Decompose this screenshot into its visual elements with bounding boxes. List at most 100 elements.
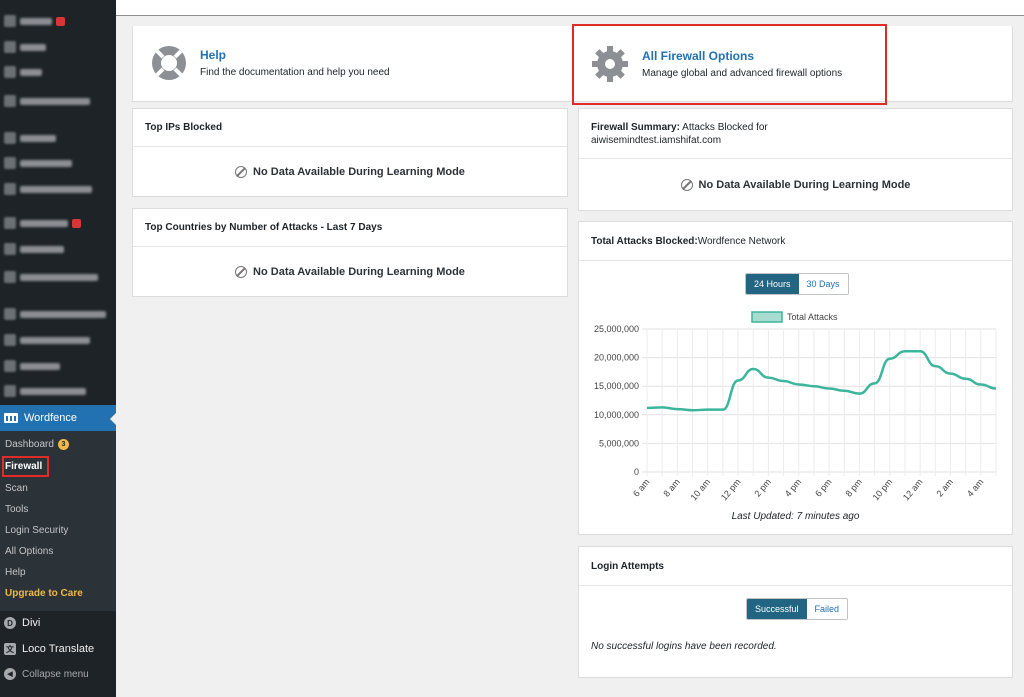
sidebar-item-label: Loco Translate xyxy=(22,643,95,655)
y-tick-label: 15,000,000 xyxy=(594,381,639,391)
title-rest: Attacks Blocked for xyxy=(679,122,768,133)
title-rest: Wordfence Network xyxy=(697,235,786,247)
submenu-all-options[interactable]: All Options xyxy=(5,546,53,557)
collapse-icon: ◀ xyxy=(4,668,16,680)
submenu-scan[interactable]: Scan xyxy=(5,483,28,494)
x-tick-label: 8 am xyxy=(661,477,682,499)
title-bold: Firewall Summary: xyxy=(591,122,680,133)
sidebar-item-wordfence[interactable]: Wordfence xyxy=(0,405,116,431)
all-firewall-options-link[interactable]: All Firewall Options Manage global and a… xyxy=(590,44,842,84)
submenu-label: Upgrade to Care xyxy=(5,588,83,599)
firewall-highlight-box xyxy=(2,456,49,477)
series-line-total-attacks xyxy=(646,350,997,412)
empty-message: No Data Available During Learning Mode xyxy=(253,166,465,178)
submenu-label: Login Security xyxy=(5,525,69,536)
help-link[interactable]: Help Find the documentation and help you… xyxy=(150,44,390,82)
submenu-help[interactable]: Help xyxy=(5,567,26,578)
x-tick-label: 10 pm xyxy=(871,477,895,503)
divi-icon: D xyxy=(4,617,16,629)
submenu-firewall[interactable]: Firewall xyxy=(5,461,42,472)
blurred-menu-item[interactable] xyxy=(4,131,56,145)
empty-state: No Data Available During Learning Mode xyxy=(133,147,567,197)
blurred-menu-item[interactable] xyxy=(4,242,64,256)
blurred-menu-item[interactable] xyxy=(4,182,92,196)
blurred-menu-item[interactable] xyxy=(4,14,65,28)
card-title: Top Countries by Number of Attacks - Las… xyxy=(133,209,567,247)
blurred-menu-item[interactable] xyxy=(4,307,106,321)
notification-badge: 3 xyxy=(57,439,69,450)
firewall-summary-card: Firewall Summary: Attacks Blocked for ai… xyxy=(578,108,1013,211)
sidebar-item-label: Wordfence xyxy=(24,412,77,424)
empty-message: No successful logins have been recorded. xyxy=(591,641,777,652)
help-description: Find the documentation and help you need xyxy=(200,67,390,78)
x-tick-label: 8 pm xyxy=(843,477,864,499)
wordfence-submenu: Dashboard 3 Firewall Scan Tools Login Se… xyxy=(0,431,116,611)
submenu-login-security[interactable]: Login Security xyxy=(5,525,68,536)
submenu-label: Scan xyxy=(5,483,28,494)
legend-label: Total Attacks xyxy=(787,312,838,322)
collapse-menu-button[interactable]: ◀ Collapse menu xyxy=(4,668,89,680)
empty-message: No Data Available During Learning Mode xyxy=(698,179,911,191)
total-attacks-card: Total Attacks Blocked: Wordfence Network… xyxy=(578,221,1013,535)
wordfence-icon xyxy=(4,413,18,423)
x-tick-label: 12 pm xyxy=(719,477,743,503)
x-tick-label: 10 am xyxy=(688,477,712,503)
submenu-label: Tools xyxy=(5,504,29,515)
blurred-menu-item[interactable] xyxy=(4,333,90,347)
y-tick-label: 20,000,000 xyxy=(594,353,639,363)
blurred-menu-item[interactable] xyxy=(4,270,98,284)
legend: Total Attacks xyxy=(751,311,838,323)
card-title: Total Attacks Blocked: Wordfence Network xyxy=(579,222,1012,261)
x-tick-label: 2 pm xyxy=(752,477,773,499)
empty-state: No Data Available During Learning Mode xyxy=(133,247,567,297)
prohibited-icon xyxy=(235,166,248,178)
card-title: Firewall Summary: Attacks Blocked for ai… xyxy=(579,109,1012,159)
attacks-line-chart: 25,000,000 20,000,000 15,000,000 10,000,000… xyxy=(594,311,997,503)
submenu-tools[interactable]: Tools xyxy=(5,504,28,515)
admin-sidebar: Wordfence Dashboard 3 Firewall Scan Tool… xyxy=(0,0,116,697)
sidebar-item-label: Divi xyxy=(22,617,41,629)
submenu-dashboard[interactable]: Dashboard 3 xyxy=(5,439,69,450)
tab-30-days[interactable]: 30 Days xyxy=(798,274,848,294)
card-title: Login Attempts xyxy=(579,547,1012,586)
tab-failed[interactable]: Failed xyxy=(806,599,848,619)
x-tick-label: 2 am xyxy=(934,477,955,499)
empty-state: No Data Available During Learning Mode xyxy=(579,159,1012,211)
translate-icon: 文 xyxy=(4,643,16,655)
blurred-menu-item[interactable] xyxy=(4,359,60,373)
login-status-toggle: Successful Failed xyxy=(746,598,849,620)
x-tick-label: 4 am xyxy=(965,477,986,499)
last-updated: Last Updated: 7 minutes ago xyxy=(731,511,860,522)
blurred-menu-item[interactable] xyxy=(4,216,81,230)
blurred-menu-item[interactable] xyxy=(4,65,42,79)
sidebar-item-label: Collapse menu xyxy=(22,668,89,680)
blurred-menu-item[interactable] xyxy=(4,94,90,108)
blurred-menu-item[interactable] xyxy=(4,384,86,398)
x-tick-label: 6 pm xyxy=(813,477,834,499)
time-range-toggle: 24 Hours 30 Days xyxy=(745,273,849,295)
title-bold: Total Attacks Blocked: xyxy=(591,235,698,247)
submenu-upgrade[interactable]: Upgrade to Care xyxy=(5,588,83,599)
submenu-label: Dashboard xyxy=(5,439,54,450)
x-tick-label: 12 am xyxy=(901,477,925,503)
lifebuoy-icon xyxy=(152,46,186,80)
blurred-menu-item[interactable] xyxy=(4,40,46,54)
options-highlight-box xyxy=(572,24,887,105)
blurred-menu-item[interactable] xyxy=(4,156,72,170)
y-tick-label: 10,000,000 xyxy=(594,410,639,420)
tab-successful[interactable]: Successful xyxy=(747,599,807,619)
legend-swatch xyxy=(751,311,783,323)
site-domain: aiwisemindtest.iamshifat.com xyxy=(591,135,722,146)
gear-icon xyxy=(592,46,628,82)
card-title: Top IPs Blocked xyxy=(133,109,567,147)
submenu-label: Firewall xyxy=(5,461,43,472)
login-attempts-card: Login Attempts Successful Failed No succ… xyxy=(578,546,1013,678)
options-description: Manage global and advanced firewall opti… xyxy=(642,68,843,79)
y-tick-label: 5,000,000 xyxy=(599,438,639,448)
sidebar-item-divi[interactable]: D Divi xyxy=(4,617,40,629)
sidebar-item-loco-translate[interactable]: 文 Loco Translate xyxy=(4,643,94,655)
tab-24-hours[interactable]: 24 Hours xyxy=(746,274,799,294)
x-tick-label: 6 am xyxy=(631,477,652,499)
y-tick-label: 0 xyxy=(634,467,639,477)
x-tick-label: 4 pm xyxy=(783,477,804,499)
